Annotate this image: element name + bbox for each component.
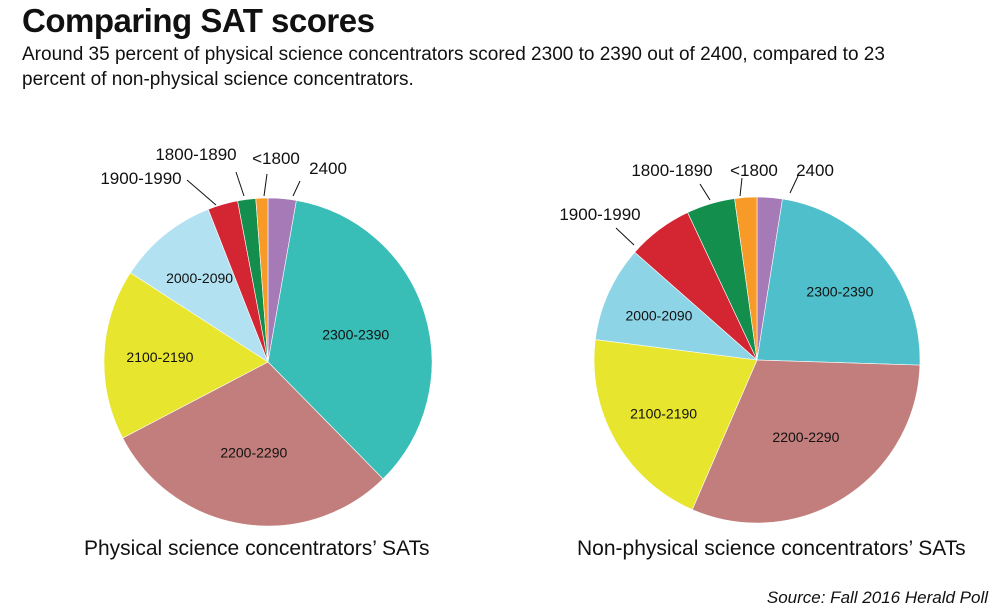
pie-slice-non-4 bbox=[594, 251, 758, 361]
pie-non: 2400 2300-2390 2200-2290 2100-2190 2000-2090… bbox=[559, 161, 921, 524]
slice-label-physical-4: 2000-2090 bbox=[166, 270, 233, 286]
slice-label-physical-3: 2100-2190 bbox=[126, 349, 193, 365]
pie-slice-physical-2 bbox=[122, 361, 384, 527]
leader-line-non-5 bbox=[615, 227, 635, 246]
pie-slice-non-7 bbox=[734, 196, 758, 361]
pie-physical: 2400 2300-2390 2200-2290 2100-2190 2000-2090… bbox=[100, 145, 433, 527]
chart-title: Comparing SAT scores bbox=[22, 2, 375, 39]
slice-label-non-6: 1800-1890 bbox=[631, 161, 712, 180]
pie-slice-physical-4 bbox=[129, 208, 269, 363]
leader-line-non-0 bbox=[789, 175, 799, 194]
pie-slice-physical-3 bbox=[103, 272, 269, 439]
slice-label-non-5: 1900-1990 bbox=[559, 205, 640, 224]
leader-line-physical-5 bbox=[186, 179, 217, 206]
slice-label-non-4: 2000-2090 bbox=[626, 308, 693, 324]
source-note: Source: Fall 2016 Herald Poll bbox=[766, 588, 988, 607]
slice-label-non-2: 2200-2290 bbox=[772, 429, 839, 445]
slice-label-physical-2: 2200-2290 bbox=[220, 445, 287, 461]
leader-line-physical-6 bbox=[235, 171, 245, 197]
slice-label-non-7: <1800 bbox=[730, 161, 778, 180]
pie-caption-non-physical: Non-physical science concentrators’ SATs bbox=[577, 537, 966, 560]
slice-label-non-0: 2400 bbox=[796, 161, 834, 180]
pie-slice-physical-7 bbox=[255, 197, 269, 363]
slice-label-non-1: 2300-2390 bbox=[806, 283, 873, 299]
slice-label-physical-0: 2400 bbox=[309, 159, 347, 178]
pie-caption-physical: Physical science concentrators’ SATs bbox=[84, 537, 430, 560]
leader-line-physical-0 bbox=[292, 180, 301, 197]
pie-slice-non-1 bbox=[756, 198, 921, 366]
slice-label-non-3: 2100-2190 bbox=[630, 405, 697, 421]
chart-subtitle: Around 35 percent of physical science co… bbox=[22, 44, 885, 90]
pie-slice-physical-1 bbox=[267, 200, 433, 480]
leader-line-non-6 bbox=[699, 183, 711, 201]
leader-line-physical-7 bbox=[263, 173, 268, 197]
pie-slice-non-3 bbox=[593, 339, 758, 510]
slice-label-physical-5: 1900-1990 bbox=[100, 169, 181, 188]
leader-line-non-7 bbox=[739, 177, 743, 197]
slice-label-physical-6: 1800-1890 bbox=[155, 145, 236, 164]
pie-slice-non-2 bbox=[691, 359, 921, 524]
slice-label-physical-1: 2300-2390 bbox=[322, 327, 389, 343]
slice-label-physical-7: <1800 bbox=[252, 149, 300, 168]
